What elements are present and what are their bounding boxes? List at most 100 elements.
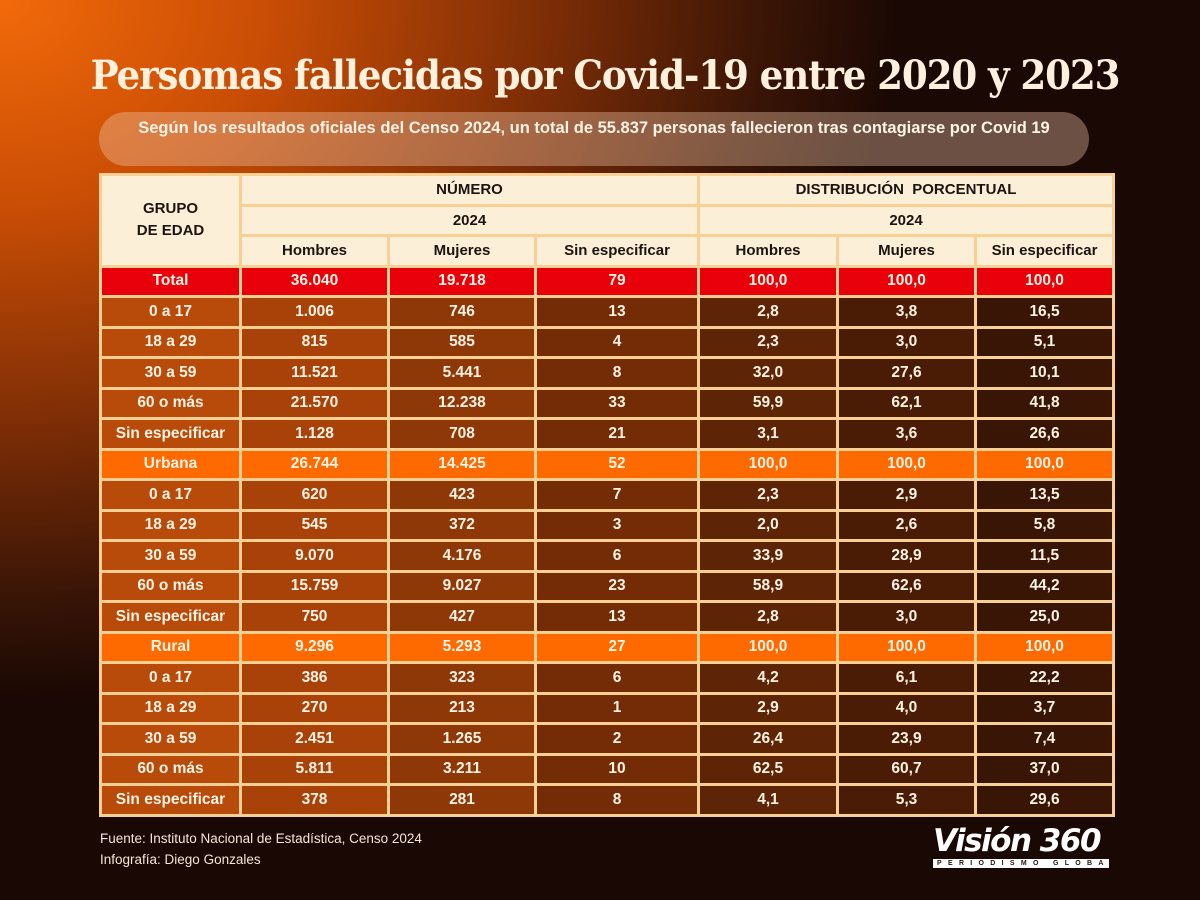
table-cell: 33 xyxy=(537,389,698,417)
section-row: Urbana 26.744 14.425 52 100,0 100,0 100,0 xyxy=(102,450,1113,478)
section-row: Rural 9.296 5.293 27 100,0 100,0 100,0 xyxy=(102,633,1113,661)
table-cell: 2.451 xyxy=(242,725,387,753)
table-cell: 5.293 xyxy=(390,633,534,661)
table-cell: 5,3 xyxy=(839,786,975,814)
header-col-mujeres-porcentaje: Mujeres xyxy=(839,237,975,265)
table-cell: 3 xyxy=(537,511,698,539)
logo-tagline: PERIODISMO GLOBAL xyxy=(933,859,1109,868)
table-cell: 100,0 xyxy=(839,633,975,661)
table-cell: 16,5 xyxy=(977,298,1113,326)
table-cell: 8 xyxy=(537,359,698,387)
row-label: 18 a 29 xyxy=(102,694,239,722)
table-row: 0 a 17 386 323 6 4,2 6,1 22,2 xyxy=(102,664,1113,692)
table-body: Total 36.040 19.718 79 100,0 100,0 100,0 0 a 17… xyxy=(102,267,1113,814)
header-numero: NÚMERO xyxy=(242,176,698,204)
row-label: 18 a 29 xyxy=(102,511,239,539)
table-cell: 100,0 xyxy=(700,267,837,295)
table-cell: 100,0 xyxy=(839,450,975,478)
table-row: 30 a 59 9.070 4.176 6 33,9 28,9 11,5 xyxy=(102,542,1113,570)
header-year-numero: 2024 xyxy=(242,206,698,234)
source-note: Fuente: Instituto Nacional de Estadístic… xyxy=(100,831,422,846)
table-cell: 13 xyxy=(537,298,698,326)
table-cell: 100,0 xyxy=(977,450,1113,478)
table-cell: 6 xyxy=(537,664,698,692)
row-label: Sin especificar xyxy=(102,603,239,631)
row-label: 0 a 17 xyxy=(102,298,239,326)
table-cell: 3,8 xyxy=(839,298,975,326)
table-cell: 1.128 xyxy=(242,420,387,448)
table-cell: 11.521 xyxy=(242,359,387,387)
table-cell: 2,0 xyxy=(700,511,837,539)
table-cell: 58,9 xyxy=(700,572,837,600)
table-cell: 28,9 xyxy=(839,542,975,570)
table-cell: 37,0 xyxy=(977,755,1113,783)
table-cell: 100,0 xyxy=(977,267,1113,295)
table-row: 18 a 29 270 213 1 2,9 4,0 3,7 xyxy=(102,694,1113,722)
table-cell: 3,6 xyxy=(839,420,975,448)
table-cell: 26,6 xyxy=(977,420,1113,448)
table-cell: 2,3 xyxy=(700,328,837,356)
row-label: 60 o más xyxy=(102,572,239,600)
table-cell: 100,0 xyxy=(839,267,975,295)
table-cell: 10 xyxy=(537,755,698,783)
table-cell: 2 xyxy=(537,725,698,753)
table-cell: 100,0 xyxy=(700,450,837,478)
table-cell: 750 xyxy=(242,603,387,631)
row-label: 30 a 59 xyxy=(102,725,239,753)
table-cell: 21 xyxy=(537,420,698,448)
table-cell: 4 xyxy=(537,328,698,356)
table-cell: 2,9 xyxy=(700,694,837,722)
page-title: Persomas fallecidas por Covid-19 entre 2… xyxy=(90,52,1121,99)
table-cell: 423 xyxy=(390,481,534,509)
table-cell: 41,8 xyxy=(977,389,1113,417)
table-cell: 372 xyxy=(390,511,534,539)
header-col-sin-especificar-porcentaje: Sin especificar xyxy=(977,237,1113,265)
table-cell: 2,3 xyxy=(700,481,837,509)
table-cell: 44,2 xyxy=(977,572,1113,600)
table-row: 0 a 17 620 423 7 2,3 2,9 13,5 xyxy=(102,481,1113,509)
row-label: 0 a 17 xyxy=(102,664,239,692)
table-cell: 13,5 xyxy=(977,481,1113,509)
table-cell: 213 xyxy=(390,694,534,722)
row-label: 60 o más xyxy=(102,755,239,783)
table-cell: 29,6 xyxy=(977,786,1113,814)
header-grupo-de-edad: GRUPO DE EDAD xyxy=(102,176,239,265)
table-cell: 23 xyxy=(537,572,698,600)
table-cell: 585 xyxy=(390,328,534,356)
table-row: Sin especificar 378 281 8 4,1 5,3 29,6 xyxy=(102,786,1113,814)
table-cell: 14.425 xyxy=(390,450,534,478)
table-cell: 386 xyxy=(242,664,387,692)
table-cell: 60,7 xyxy=(839,755,975,783)
row-label: 30 a 59 xyxy=(102,359,239,387)
table-cell: 281 xyxy=(390,786,534,814)
table-cell: 11,5 xyxy=(977,542,1113,570)
table-cell: 25,0 xyxy=(977,603,1113,631)
table-cell: 26,4 xyxy=(700,725,837,753)
table-cell: 79 xyxy=(537,267,698,295)
row-label: Total xyxy=(102,267,239,295)
table-cell: 33,9 xyxy=(700,542,837,570)
subtitle-banner: Según los resultados oficiales del Censo… xyxy=(99,112,1089,166)
table-cell: 100,0 xyxy=(977,633,1113,661)
table-cell: 323 xyxy=(390,664,534,692)
table-cell: 1 xyxy=(537,694,698,722)
table-cell: 2,8 xyxy=(700,603,837,631)
credit-note: Infografía: Diego Gonzales xyxy=(100,852,261,867)
table-cell: 5.441 xyxy=(390,359,534,387)
table-cell: 620 xyxy=(242,481,387,509)
table-cell: 27 xyxy=(537,633,698,661)
vision360-logo: Visión 360 PERIODISMO GLOBAL xyxy=(933,824,1109,868)
table-cell: 100,0 xyxy=(700,633,837,661)
header-grupo-line-2: DE EDAD xyxy=(136,222,205,240)
table-cell: 9.296 xyxy=(242,633,387,661)
table-row: 60 o más 21.570 12.238 33 59,9 62,1 41,8 xyxy=(102,389,1113,417)
total-row: Total 36.040 19.718 79 100,0 100,0 100,0 xyxy=(102,267,1113,295)
table-cell: 59,9 xyxy=(700,389,837,417)
header-col-sin-especificar-numero: Sin especificar xyxy=(537,237,698,265)
table-row: 18 a 29 815 585 4 2,3 3,0 5,1 xyxy=(102,328,1113,356)
table-cell: 12.238 xyxy=(390,389,534,417)
data-table: GRUPO DE EDAD NÚMERO DISTRIBUCIÓN PORCEN… xyxy=(99,173,1116,817)
row-label: 30 a 59 xyxy=(102,542,239,570)
table-cell: 3,0 xyxy=(839,328,975,356)
header-col-mujeres-numero: Mujeres xyxy=(390,237,534,265)
